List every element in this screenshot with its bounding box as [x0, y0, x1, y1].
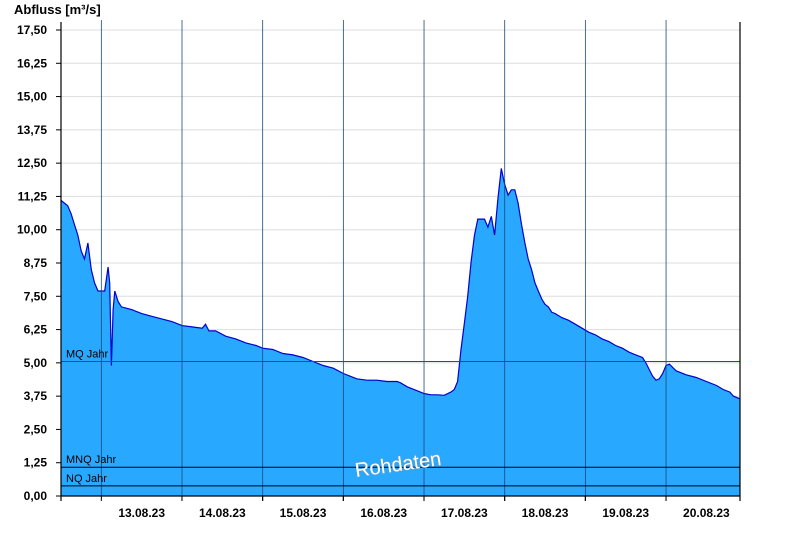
nq-jahr-label: NQ Jahr — [66, 473, 107, 485]
y-tick-label: 10,00 — [17, 223, 47, 237]
x-tick-label: 18.08.23 — [522, 506, 569, 520]
x-tick-label: 13.08.23 — [118, 506, 165, 520]
day-separator-lines — [100, 20, 667, 496]
discharge-line — [60, 168, 741, 400]
x-tick-label: 15.08.23 — [280, 506, 327, 520]
y-tick-label: 16,25 — [17, 56, 47, 70]
y-tick-label: 15,00 — [17, 90, 47, 104]
y-tick-label: 5,00 — [24, 356, 48, 370]
x-tick-label: 19.08.23 — [602, 506, 649, 520]
discharge-area — [61, 168, 740, 496]
y-tick-label: 2,50 — [24, 422, 48, 436]
mnq-jahr-label: MNQ Jahr — [66, 454, 116, 466]
x-tick-label: 16.08.23 — [360, 506, 407, 520]
y-axis-title: Abfluss [m³/s] — [14, 2, 101, 17]
x-tick-label: 17.08.23 — [441, 506, 488, 520]
y-tick-label: 11,25 — [18, 189, 48, 203]
mq-jahr-label: MQ Jahr — [66, 349, 109, 361]
y-tick-label: 13,75 — [17, 123, 47, 137]
y-tick-label: 7,50 — [24, 289, 48, 303]
y-tick-label: 0,00 — [24, 489, 48, 503]
y-tick-label: 12,50 — [17, 156, 47, 170]
y-axis-ticks: 0,00 1,25 2,50 3,75 5,00 6,25 7,50 8,75 10,00 11,… — [17, 23, 61, 503]
y-tick-label: 6,25 — [24, 323, 48, 337]
plot-frame — [60, 22, 741, 501]
y-tick-label: 8,75 — [24, 256, 48, 270]
reference-lines: MQ Jahr MNQ Jahr NQ Jahr — [61, 349, 740, 487]
x-axis-ticks: 13.08.23 14.08.23 15.08.23 16.08.23 17.08.23… — [100, 496, 730, 520]
gridlines — [61, 29, 740, 464]
x-tick-label: 20.08.23 — [683, 506, 730, 520]
x-tick-label: 14.08.23 — [199, 506, 246, 520]
y-tick-label: 1,25 — [24, 456, 48, 470]
y-tick-label: 3,75 — [24, 389, 48, 403]
y-tick-label: 17,50 — [17, 23, 47, 37]
